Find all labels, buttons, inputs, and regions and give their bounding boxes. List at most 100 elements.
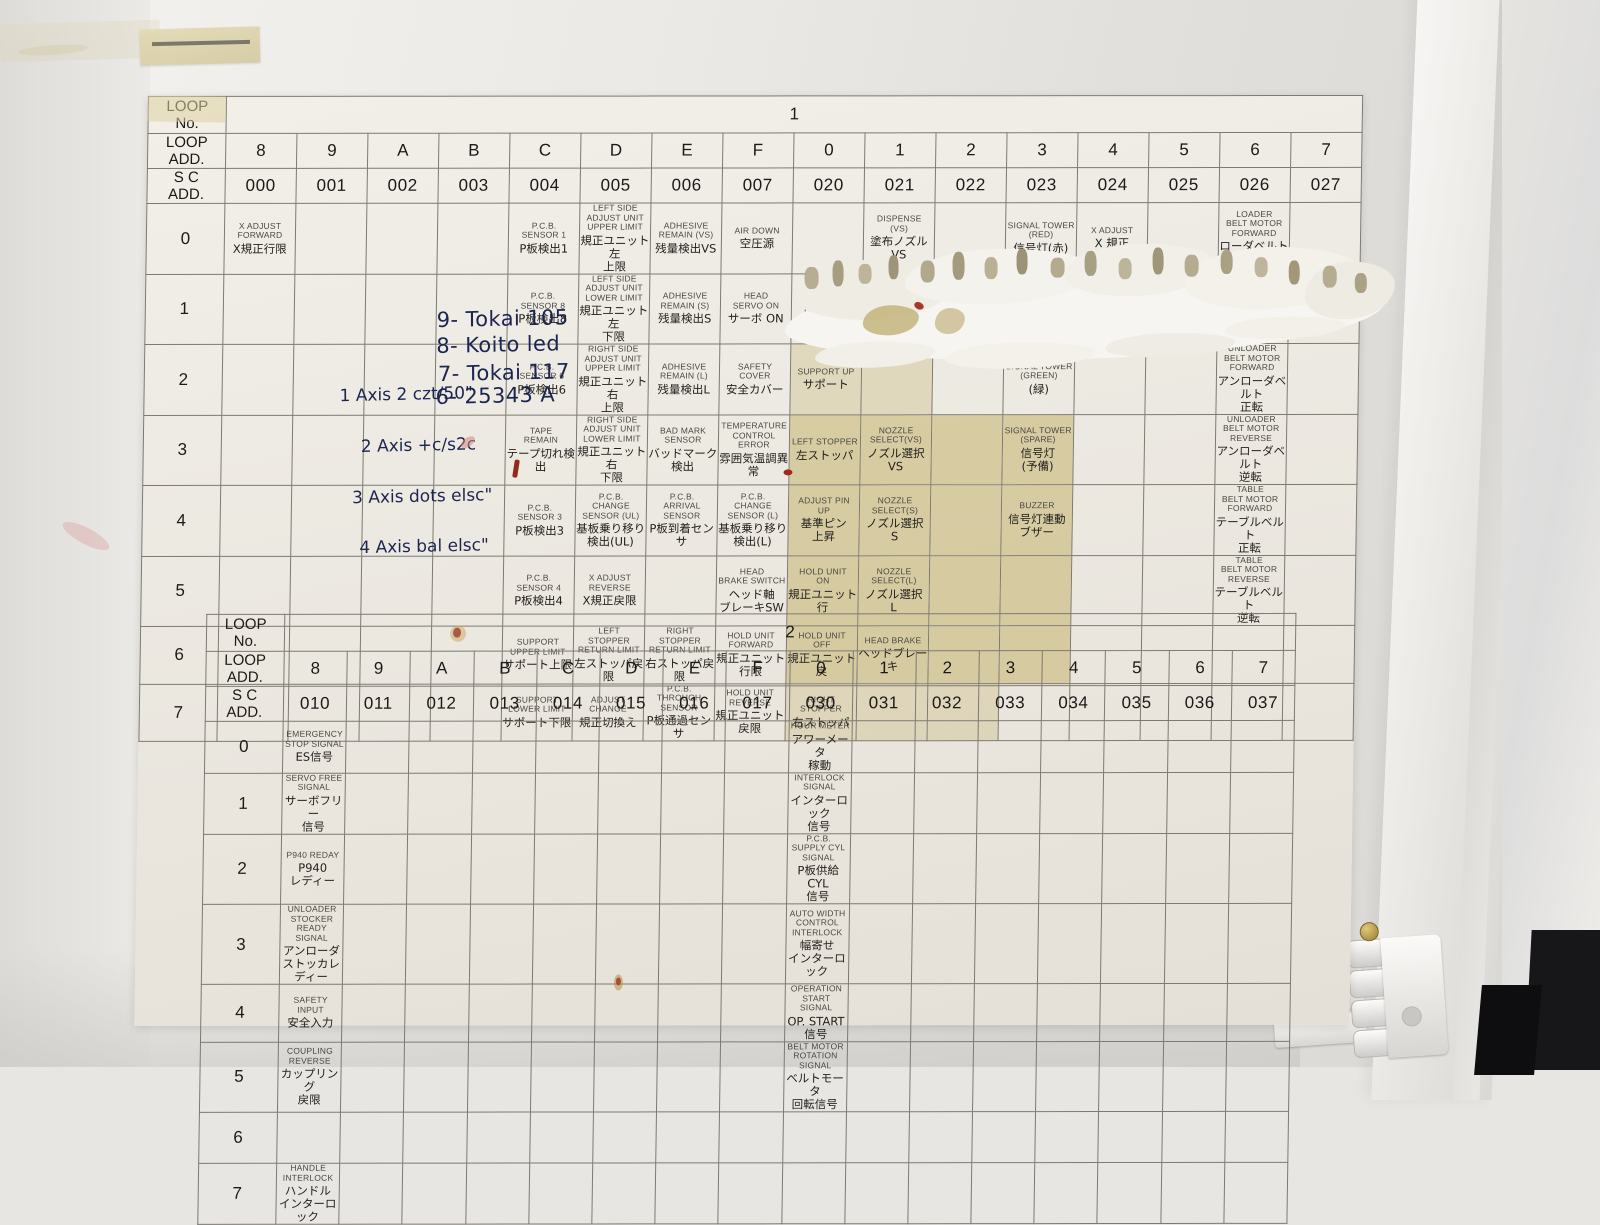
cell-english-label: COUPLING REVERSE [286,1045,334,1066]
cell-r5-c12 [1035,1041,1101,1112]
cell-japanese-label: ノズル選択 S [865,516,924,544]
cell-english-label: ADHESIVE REMAIN (S) [660,290,710,311]
cell-r4-c8: OPERATION START SIGNAL OP. START 信号 [784,983,849,1042]
cell-r7-c14 [1160,1162,1225,1224]
cell-r3-c6: BAD MARK SENSOR バッドマーク 検出 [646,414,719,486]
cell-r2-c7 [722,833,788,904]
loop-add-col-11: 3 [1006,132,1079,168]
cell-english-label: EMERGENCY STOP SIGNAL [285,729,344,749]
loop-add-col-8: 0 [793,132,866,168]
cell-r2-c10 [912,833,977,904]
cell-r7-c5 [591,1162,656,1224]
cell-r4-c6 [657,983,722,1042]
cell-r6-c12 [1035,1111,1099,1163]
cell-r3-c0 [220,414,293,486]
sc-add-col-11: 033 [978,685,1043,721]
cell-r1-c14 [1166,771,1231,834]
cell-r3-c6 [658,903,723,984]
cell-r4-c6: P.C.B. ARRIVAL SENSOR P板到着センサ [645,484,718,556]
cell-japanese-label: サポート [802,377,849,392]
cell-r6-c10 [908,1111,973,1163]
cell-r0-c11: SIGNAL TOWER (RED) 信号灯(赤) [1004,202,1078,274]
cell-r0-c8: HOUR METER アワーメータ 稼動 [788,720,852,773]
cell-r2-c1 [343,833,408,905]
cell-japanese-label: 残量検出VS [655,241,717,256]
sc-add-col-10: 032 [915,685,979,721]
row-header-1: 1 [203,772,283,834]
cell-r6-c15 [1224,1111,1289,1163]
loop-add-col-5: D [580,133,653,169]
cell-english-label: HOLD UNIT ON [799,566,847,586]
cell-r1-c0 [222,273,295,345]
cell-r2-c13 [1102,833,1167,904]
cell-english-label: LEFT STOPPER [791,436,858,447]
cell-r1-c13 [1145,273,1218,344]
loop-add-col-11: 3 [978,650,1043,686]
loop-no-value: 2 [284,613,1296,652]
cell-r1-c5: LEFT SIDE ADJUST UNIT LOWER LIMIT 規正ユニット左 下限 [577,273,650,345]
cell-r1-c9: DISPENSE (S) [861,273,934,344]
loop-add-col-1: 9 [346,651,411,687]
cell-r5-c7 [719,1041,785,1112]
cell-r5-c1 [340,1041,405,1113]
row-header-0: 0 [145,203,225,274]
cell-r7-c11 [970,1162,1036,1224]
sc-add-col-13: 035 [1104,685,1169,721]
table-row: 7 HANDLE INTERLOCK ハンドル インターロック [197,1162,1288,1225]
cell-r1-c0: SERVO FREE SIGNAL サーボフリー 信号 [281,772,346,834]
cell-r1-c5 [597,772,662,834]
cell-r1-c1 [293,273,366,345]
cell-japanese-label: 左ストッパ [795,447,854,462]
loop-add-col-9: 1 [852,650,917,686]
cell-r3-c13 [1100,903,1166,984]
loop-add-col-1: 9 [296,133,368,169]
cell-r3-c9 [848,903,913,984]
cell-english-label: HOUR METER [790,720,850,731]
cell-r1-c12: X ADJUST [1074,273,1147,344]
cell-r3-c9: NOZZLE SELECT(VS) ノズル選択 VS [859,414,932,485]
cell-japanese-label: P板検出1 [519,241,569,256]
cell-r6-c11 [971,1111,1036,1163]
cell-r0-c2 [365,203,438,274]
cell-r7-c7 [718,1162,783,1224]
cell-r2-c8: P.C.B. SUPPLY CYL SIGNAL P板供給CYL 信号 [786,833,851,904]
table-row: 2 P940 REDAY P940 レディー P.C.B. SUPPLY CYL SIGNA… [202,833,1293,905]
cell-r0-c3 [436,203,509,274]
cell-r0-c7 [724,720,789,773]
cell-japanese-label: 残量検出L [657,382,711,397]
cell-r5-c0: COUPLING REVERSE カップリング 戻限 [277,1041,342,1113]
handwritten-note-6: 3 Axis dots elsc" [352,485,493,509]
cell-japanese-label: P板検出3 [515,523,565,538]
cell-r4-c15 [1284,484,1357,555]
cell-r2-c9 [860,343,933,415]
wall-left-shading [0,0,150,1067]
cell-english-label: AUTO WIDTH CONTROL INTERLOCK [789,908,846,938]
cell-r1-c8: TAPE FEED [790,273,863,344]
cell-japanese-label: 規正ユニット右 上限 [578,374,648,415]
cell-r6-c2 [403,1112,468,1164]
cell-r1-c12 [1039,772,1105,834]
loop-add-col-13: 5 [1148,132,1221,168]
sc-add-col-15: 037 [1231,685,1295,721]
sc-add-col-6: 016 [662,685,727,721]
sc-add-col-4: 014 [536,686,600,722]
cell-r5-c9 [846,1041,911,1112]
sc-add-label: S C ADD. [146,168,226,204]
cell-r0-c10 [914,720,979,773]
sc-add-col-3: 003 [437,168,510,204]
cell-japanese-label: 信号灯 (予備) [1020,445,1056,473]
cell-r2-c10 [931,343,1004,415]
cell-r3-c3 [468,904,534,985]
cell-japanese-label: アワーメータ 稼動 [791,731,849,772]
sc-add-col-2: 002 [366,168,439,204]
cell-japanese-label: 雰囲気温調異常 [719,450,789,478]
table-row: 5 COUPLING REVERSE カップリング 戻限 BELT MOTOR ROTATI… [199,1041,1290,1113]
cell-r0-c3 [472,721,537,773]
cell-r7-c2 [402,1163,467,1225]
cell-english-label: UNLOADER BELT MOTOR FORWARD [1223,342,1281,373]
cell-r3-c5: RIGHT SIDE ADJUST UNIT LOWER LIMIT 規正ユニット右下… [575,414,648,486]
cell-english-label: RIGHT SIDE ADJUST UNIT UPPER LIMIT [584,343,642,373]
cell-r2-c13 [1144,343,1217,415]
cell-r3-c4 [532,904,597,985]
cell-japanese-label: 基準ピン 上昇 [800,516,847,544]
